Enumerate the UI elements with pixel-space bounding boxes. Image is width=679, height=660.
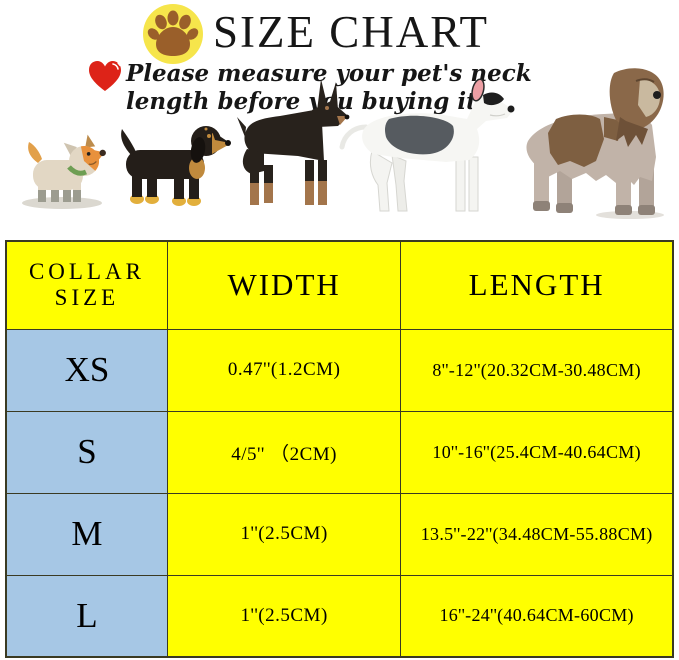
size-label-s: S <box>5 410 168 494</box>
size-label-l: L <box>5 574 168 658</box>
paw-icon <box>143 4 203 64</box>
size-label-m: M <box>5 492 168 576</box>
size-label-xs: XS <box>5 328 168 412</box>
table-header-row: COLLAR SIZE WIDTH LENGTH <box>5 240 674 330</box>
width-value-xs: 0.47''(1.2CM) <box>166 328 402 412</box>
length-value-xs: 8''-12''(20.32CM-30.48CM) <box>400 328 674 412</box>
collar-size-table: COLLAR SIZE WIDTH LENGTH XS 0.47''(1.2CM… <box>5 240 674 658</box>
small-cream-dog-illustration <box>22 134 106 209</box>
griffon-dog-illustration <box>526 68 664 219</box>
length-value-m: 13.5''-22''(34.48CM-55.88CM) <box>400 492 674 576</box>
column-header-width: WIDTH <box>166 240 402 330</box>
page-title: SIZE CHART <box>213 7 490 57</box>
table-row-m: M 1''(2.5CM) 13.5''-22''(34.48CM-55.88CM… <box>5 492 674 576</box>
dog-size-illustrations <box>22 68 664 219</box>
dachshund-illustration <box>121 126 231 206</box>
table-row-s: S 4/5'' （2CM) 10''-16''(25.4CM-40.64CM) <box>5 410 674 494</box>
pointer-dog-illustration <box>339 78 515 212</box>
width-value-m: 1''(2.5CM) <box>166 492 402 576</box>
column-header-collar-size: COLLAR SIZE <box>5 240 168 330</box>
column-header-length: LENGTH <box>400 240 674 330</box>
length-value-s: 10''-16''(25.4CM-40.64CM) <box>400 410 674 494</box>
table-row-l: L 1''(2.5CM) 16''-24''(40.64CM-60CM) <box>5 574 674 658</box>
length-value-l: 16''-24''(40.64CM-60CM) <box>400 574 674 658</box>
measure-note: Please measure your pet's neck length be… <box>126 60 532 115</box>
width-value-s: 4/5'' （2CM) <box>166 410 402 494</box>
table-row-xs: XS 0.47''(1.2CM) 8''-12''(20.32CM-30.48C… <box>5 328 674 412</box>
heart-icon <box>89 61 121 91</box>
width-value-l: 1''(2.5CM) <box>166 574 402 658</box>
doberman-illustration <box>237 79 350 205</box>
